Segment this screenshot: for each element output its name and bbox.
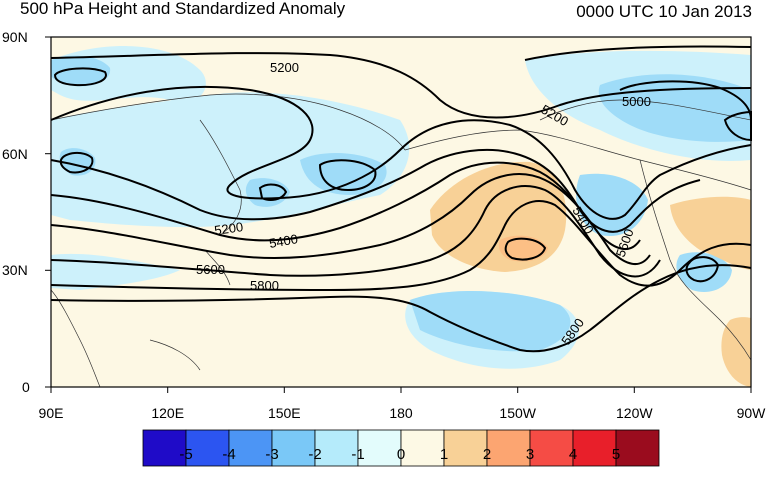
height-contours [50,45,752,353]
contour-label: 5000 [622,94,651,109]
colorbar-swatch [357,429,402,467]
contour-label: 5600 [196,262,225,277]
colorbar-label: 2 [482,446,492,463]
lat-label: 0 [22,379,30,395]
contour-label: 5800 [250,278,279,293]
positive-anomaly-shading [430,161,751,387]
colorbar [142,429,660,467]
colorbar-swatch [572,429,617,467]
lon-label: 150E [268,405,301,421]
colorbar-swatch [314,429,359,467]
contour-label: 5400 [268,231,299,251]
colorbar-swatch [228,429,273,467]
map-title: 500 hPa Height and Standardized Anomaly [20,0,346,18]
colorbar-label: -2 [308,446,322,463]
colorbar-label: -5 [179,446,193,463]
lon-label: 120W [616,405,653,421]
map-timestamp: 0000 UTC 10 Jan 2013 [576,2,752,21]
contour-label: 5200 [213,219,244,238]
colorbar-swatch [271,429,316,467]
lat-label: 60N [2,146,28,162]
lat-label: 30N [2,262,28,278]
colorbar-swatch [185,429,230,467]
colorbar-swatch [443,429,488,467]
colorbar-label: 3 [525,446,535,463]
colorbar-swatch [529,429,574,467]
lon-label: 90E [39,405,64,421]
lon-tick-marks [50,387,752,393]
colorbar-label: 5 [611,446,621,463]
lon-label: 90W [737,405,767,421]
lon-label: 150W [499,405,536,421]
lat-tick-marks [45,36,51,388]
lon-label: 180 [389,405,413,421]
colorbar-label: 0 [396,446,406,463]
colorbar-swatch [486,429,531,467]
colorbar-label: -3 [265,446,279,463]
colorbar-label: 4 [568,446,578,463]
colorbar-swatch [400,429,445,467]
contour-label: 5200 [270,60,299,75]
colorbar-label: -4 [222,446,236,463]
colorbar-label: 1 [439,446,449,463]
colorbar-label: -1 [351,446,365,463]
lat-label: 90N [2,29,28,45]
lon-label: 120E [151,405,184,421]
colorbar-swatch [615,429,660,467]
